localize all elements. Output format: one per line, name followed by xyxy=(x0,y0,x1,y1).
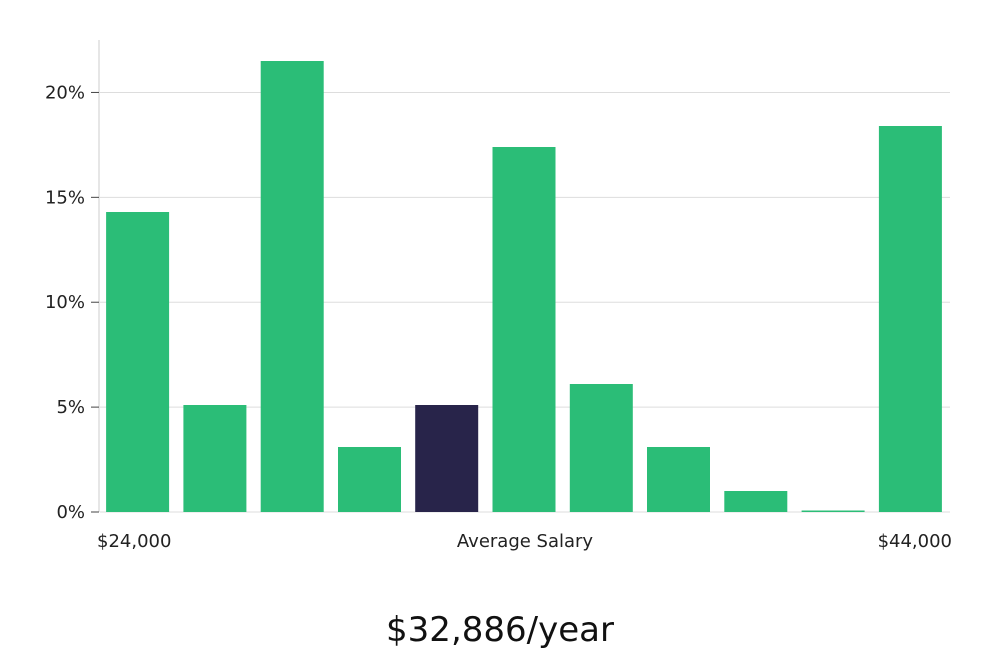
bar-average-highlight xyxy=(415,405,479,512)
bar xyxy=(106,212,170,512)
average-salary-value: $32,886/year xyxy=(386,610,614,650)
y-tick-label: 10% xyxy=(45,292,85,313)
x-label-min: $24,000 xyxy=(97,531,171,552)
salary-histogram: 0% 5% 10% 15% 20% $24,000 Average Salary $44… xyxy=(45,40,952,552)
y-tick-label: 20% xyxy=(45,82,85,103)
bar xyxy=(724,491,788,512)
y-axis-ticks: 0% 5% 10% 15% 20% xyxy=(45,82,99,523)
bar xyxy=(647,447,710,512)
bar xyxy=(878,126,942,512)
y-tick-label: 5% xyxy=(56,397,85,418)
bar xyxy=(569,384,633,512)
bar xyxy=(260,61,324,512)
y-tick-label: 0% xyxy=(56,502,85,523)
y-tick-label: 15% xyxy=(45,187,85,208)
bars xyxy=(106,61,942,512)
bar xyxy=(801,510,865,512)
bar xyxy=(338,447,401,512)
x-axis-title: Average Salary xyxy=(457,531,594,552)
bar xyxy=(492,147,556,512)
x-label-max: $44,000 xyxy=(878,531,952,552)
bar xyxy=(183,405,247,512)
